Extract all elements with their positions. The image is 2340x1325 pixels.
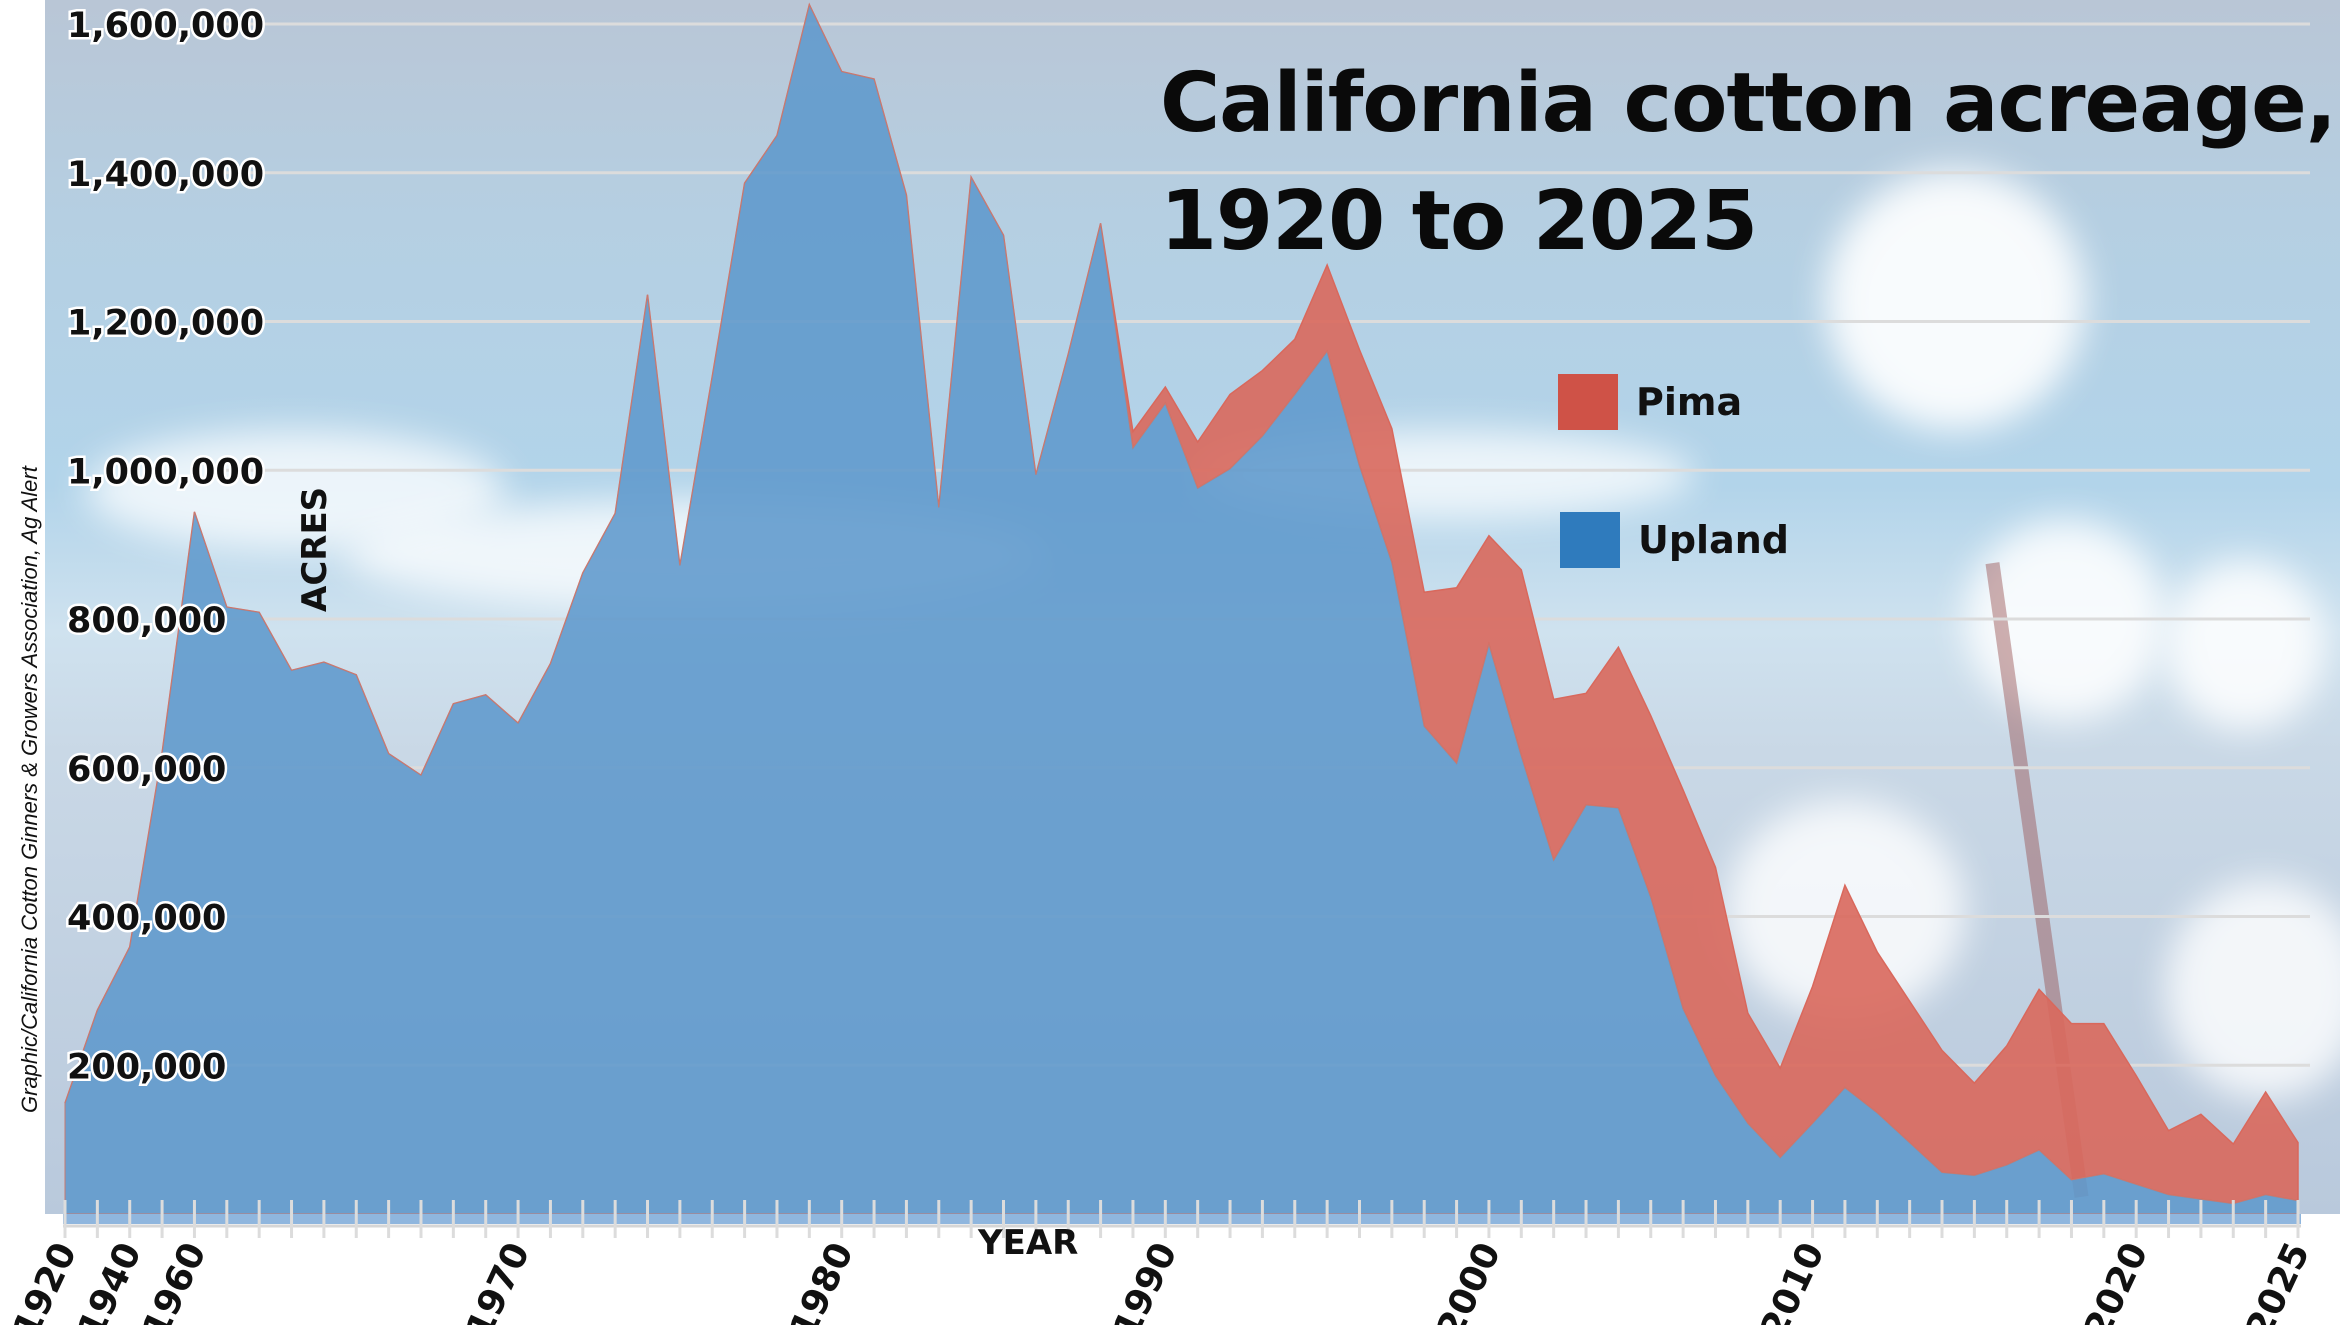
- x-axis-title: YEAR: [977, 1223, 1078, 1263]
- title-line-1: California cotton acreage,: [1160, 56, 2337, 151]
- y-tick-label: 1,000,000: [67, 452, 264, 492]
- y-tick-label: 1,400,000: [67, 155, 264, 195]
- x-tick-label: 1960: [135, 1236, 215, 1325]
- y-tick-label: 600,000: [67, 750, 226, 790]
- y-tick-label: 800,000: [67, 601, 226, 641]
- x-tick-label: 1970: [459, 1236, 539, 1325]
- chart-title: California cotton acreage, 1920 to 2025: [1160, 45, 2337, 281]
- x-tick-label: 1980: [782, 1236, 862, 1325]
- x-tick-label: 2025: [2239, 1236, 2319, 1325]
- title-line-2: 1920 to 2025: [1160, 174, 1758, 269]
- upland-area: [64, 3, 2299, 1215]
- legend-label-upland: Upland: [1638, 518, 1789, 562]
- y-tick-label: 1,600,000: [67, 6, 264, 46]
- legend-item-upland: Upland: [1560, 512, 1789, 568]
- legend-label-pima: Pima: [1636, 380, 1743, 424]
- x-tick-label: 1990: [1106, 1236, 1186, 1325]
- cotton-boll: [2165, 560, 2325, 730]
- x-tick-label: 1940: [70, 1236, 150, 1325]
- source-credit: Graphic/California Cotton Ginners & Grow…: [17, 466, 42, 1113]
- cotton-boll: [1825, 170, 2085, 430]
- pima-swatch: [1558, 374, 1618, 430]
- y-tick-label: 400,000: [67, 899, 226, 939]
- x-tick-label: 1920: [6, 1236, 86, 1325]
- y-axis-title: ACRES: [295, 487, 335, 612]
- y-tick-label: 200,000: [67, 1047, 226, 1087]
- x-tick-label: 2020: [2077, 1236, 2157, 1325]
- upland-swatch: [1560, 512, 1620, 568]
- x-tick-label: 2010: [1753, 1236, 1833, 1325]
- x-tick-label: 2000: [1430, 1236, 1510, 1325]
- y-axis-labels: 200,000 400,000 600,000 800,000 1,000,000 1,2…: [65, 4, 267, 1090]
- stacked-areas: [64, 2, 2299, 1215]
- x-axis-baseline: [63, 1214, 2301, 1224]
- legend-item-pima: Pima: [1558, 374, 1742, 430]
- y-tick-label: 1,200,000: [67, 304, 264, 344]
